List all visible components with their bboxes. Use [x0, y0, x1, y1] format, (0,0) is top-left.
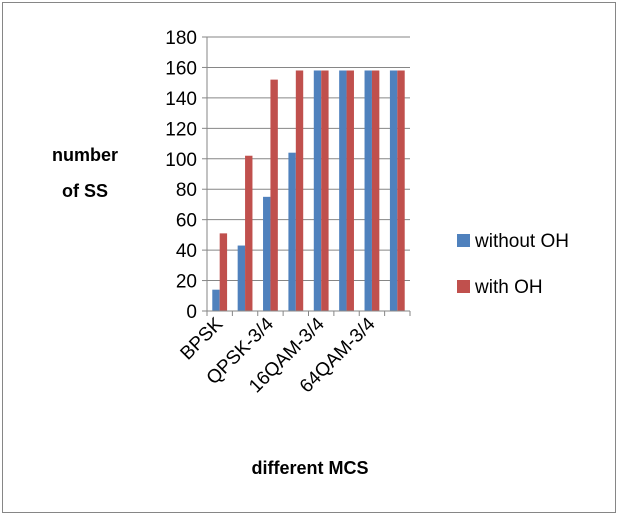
y-tick-label: 120: [165, 119, 197, 140]
bar-with-oh-0: [219, 233, 228, 311]
y-tick-label: 140: [165, 89, 197, 110]
bar-without-oh-5: [339, 70, 347, 311]
y-tick-label: 80: [176, 180, 197, 201]
x-axis-title: different MCS: [252, 458, 369, 478]
y-tick-label: 0: [186, 302, 197, 323]
bar-with-oh-7: [397, 70, 405, 311]
axes: [206, 37, 411, 316]
bar-without-oh-2: [263, 196, 271, 311]
bar-with-oh-4: [321, 70, 329, 311]
y-tick-labels: 0 20 40 60 80 100 120 140 160 180: [165, 28, 197, 323]
y-tick-label: 40: [176, 241, 197, 262]
legend-label-with-oh: with OH: [474, 277, 543, 298]
bar-without-oh-4: [313, 70, 322, 311]
bar-without-oh-0: [212, 289, 220, 311]
y-tick-label: 180: [165, 28, 197, 49]
y-tick-label: 60: [176, 211, 197, 232]
legend-swatch-with-oh: [457, 280, 470, 293]
bar-with-oh-1: [245, 155, 253, 311]
bars: [212, 70, 405, 311]
bar-without-oh-6: [364, 70, 372, 311]
y-tick-label: 100: [165, 150, 197, 171]
bar-with-oh-5: [346, 70, 354, 311]
bar-without-oh-3: [288, 152, 296, 311]
chart-frame: [2, 2, 616, 513]
legend-label-without-oh: without OH: [474, 231, 569, 252]
bar-without-oh-7: [389, 70, 398, 311]
bar-with-oh-6: [371, 70, 380, 311]
y-tick-label: 160: [165, 58, 197, 79]
y-tick-label: 20: [176, 272, 197, 293]
legend: without OH with OH: [457, 231, 569, 298]
bar-without-oh-1: [237, 245, 246, 311]
bar-with-oh-2: [270, 79, 278, 311]
y-axis-title-line2: of SS: [62, 181, 108, 201]
bar-with-oh-3: [295, 70, 304, 311]
legend-swatch-without-oh: [457, 234, 470, 247]
y-axis-title-line1: number: [52, 145, 118, 165]
